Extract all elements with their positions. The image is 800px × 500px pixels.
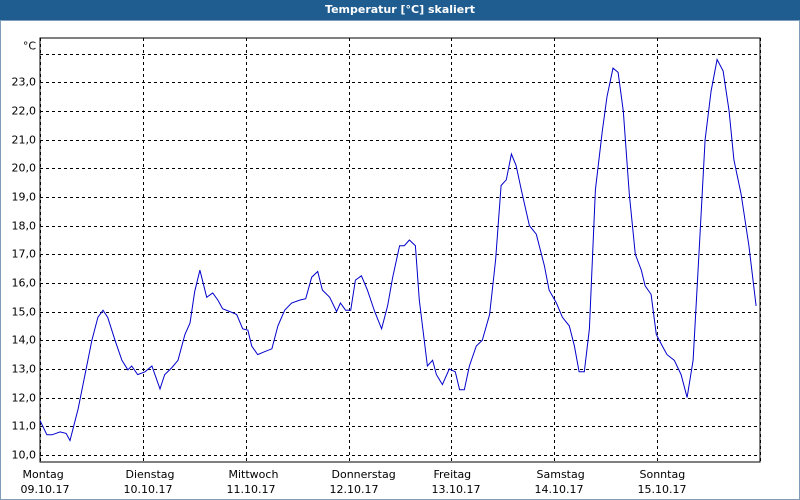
x-tick-label: Freitag bbox=[434, 468, 472, 481]
x-tick-label: Samstag bbox=[537, 468, 585, 481]
x-tick-label: Montag bbox=[23, 468, 64, 481]
title-bar bbox=[0, 0, 800, 20]
x-tick-date: 12.10.17 bbox=[330, 483, 379, 496]
x-tick-date: 15.10.17 bbox=[638, 483, 687, 496]
y-tick-label: 20,0 bbox=[12, 162, 37, 175]
x-tick-date: 09.10.17 bbox=[21, 483, 70, 496]
y-tick-label: 10,0 bbox=[12, 449, 37, 462]
x-tick-label: Mittwoch bbox=[229, 468, 279, 481]
x-tick-date: 13.10.17 bbox=[432, 483, 481, 496]
y-tick-label: 14,0 bbox=[12, 334, 37, 347]
y-tick-label: 17,0 bbox=[12, 248, 37, 261]
y-tick-label: 18,0 bbox=[12, 220, 37, 233]
y-tick-label: 21,0 bbox=[12, 134, 37, 147]
y-tick-label: 23,0 bbox=[12, 76, 37, 89]
x-tick-label: Donnerstag bbox=[332, 468, 396, 481]
y-tick-label: 22,0 bbox=[12, 105, 37, 118]
temperature-line bbox=[39, 58, 757, 442]
plot-area bbox=[39, 37, 761, 463]
y-tick-label: 12,0 bbox=[12, 392, 37, 405]
y-tick-label: 16,0 bbox=[12, 277, 37, 290]
x-tick-date: 14.10.17 bbox=[535, 483, 584, 496]
y-tick-label: 11,0 bbox=[12, 420, 37, 433]
x-tick-date: 10.10.17 bbox=[124, 483, 173, 496]
y-tick-label: 19,0 bbox=[12, 191, 37, 204]
x-tick-date: 11.10.17 bbox=[227, 483, 276, 496]
y-tick-label: °C bbox=[23, 40, 37, 53]
chart-title: Temperatur [°C] skaliert bbox=[325, 3, 475, 16]
x-tick-label: Sonntag bbox=[640, 468, 686, 481]
x-tick-label: Dienstag bbox=[126, 468, 175, 481]
y-tick-label: 13,0 bbox=[12, 363, 37, 376]
y-tick-label: 15,0 bbox=[12, 306, 37, 319]
